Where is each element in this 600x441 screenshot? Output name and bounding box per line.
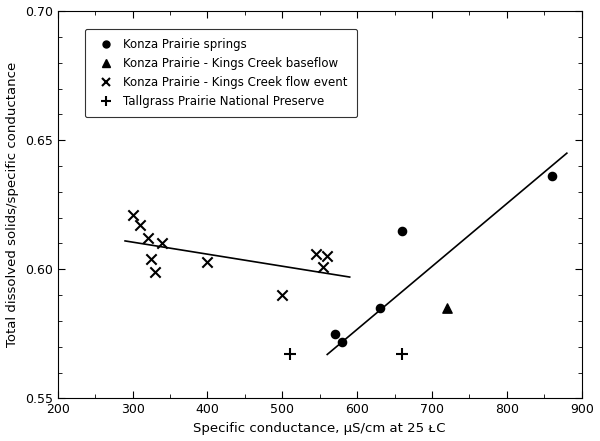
Point	[278, 292, 287, 299]
Point	[158, 240, 167, 247]
Point	[397, 227, 407, 234]
Point	[397, 351, 407, 358]
Point	[311, 250, 321, 258]
Y-axis label: Total dissolved solids/specific conductance: Total dissolved solids/specific conducta…	[6, 62, 19, 348]
X-axis label: Specific conductance, μS/cm at 25 ᴌC: Specific conductance, μS/cm at 25 ᴌC	[193, 422, 446, 435]
Point	[285, 351, 295, 358]
Point	[337, 338, 347, 345]
Point	[442, 304, 452, 311]
Point	[128, 212, 137, 219]
Point	[330, 330, 340, 337]
Point	[547, 173, 557, 180]
Point	[150, 269, 160, 276]
Point	[319, 263, 328, 270]
Point	[375, 304, 385, 311]
Legend: Konza Prairie springs, Konza Prairie - Kings Creek baseflow, Konza Prairie - Kin: Konza Prairie springs, Konza Prairie - K…	[85, 29, 358, 117]
Point	[322, 253, 332, 260]
Point	[203, 258, 212, 265]
Point	[135, 222, 145, 229]
Point	[143, 235, 152, 242]
Point	[146, 255, 156, 262]
